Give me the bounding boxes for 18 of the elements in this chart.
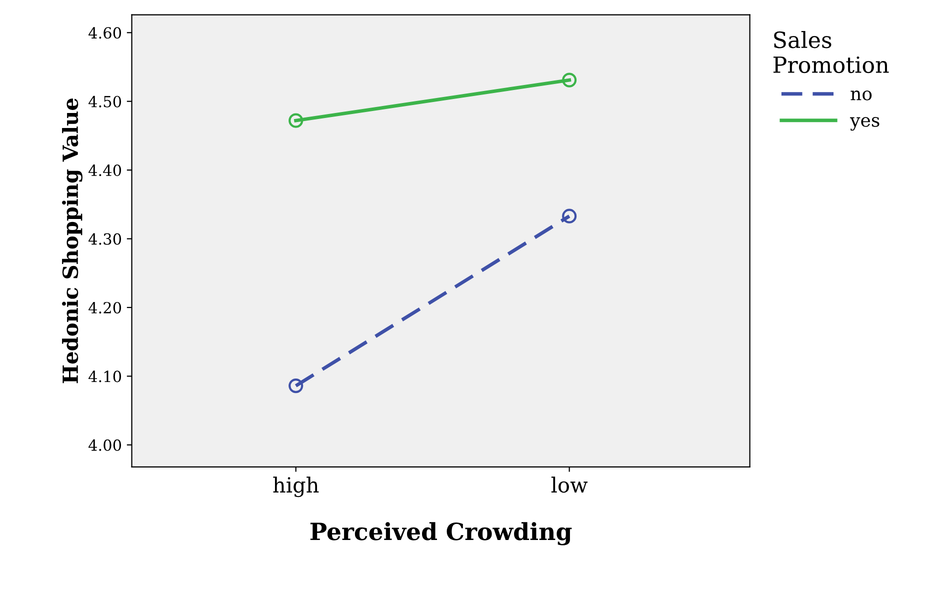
x-axis-title: Perceived Crowding [310,522,572,546]
x-tick-label: low [551,476,588,493]
point [288,113,304,128]
y-axis-title: Hedonic Shopping Value [62,98,82,384]
point [562,72,577,88]
legend-label: yes [850,117,880,131]
y-tick-label: 4.30 [88,233,122,245]
legend-title: Sales Promotion [773,31,889,74]
y-tick-label: 4.00 [88,439,122,451]
y-tick-label: 4.40 [88,164,122,176]
y-tick-label: 4.60 [88,27,122,39]
x-tick-label: high [273,476,319,498]
point [562,208,577,224]
y-tick-label: 4.20 [88,302,122,314]
y-tick-label: 4.10 [88,370,122,382]
point [288,378,304,394]
y-tick-label: 4.50 [88,96,122,108]
legend-label: no [850,90,872,100]
